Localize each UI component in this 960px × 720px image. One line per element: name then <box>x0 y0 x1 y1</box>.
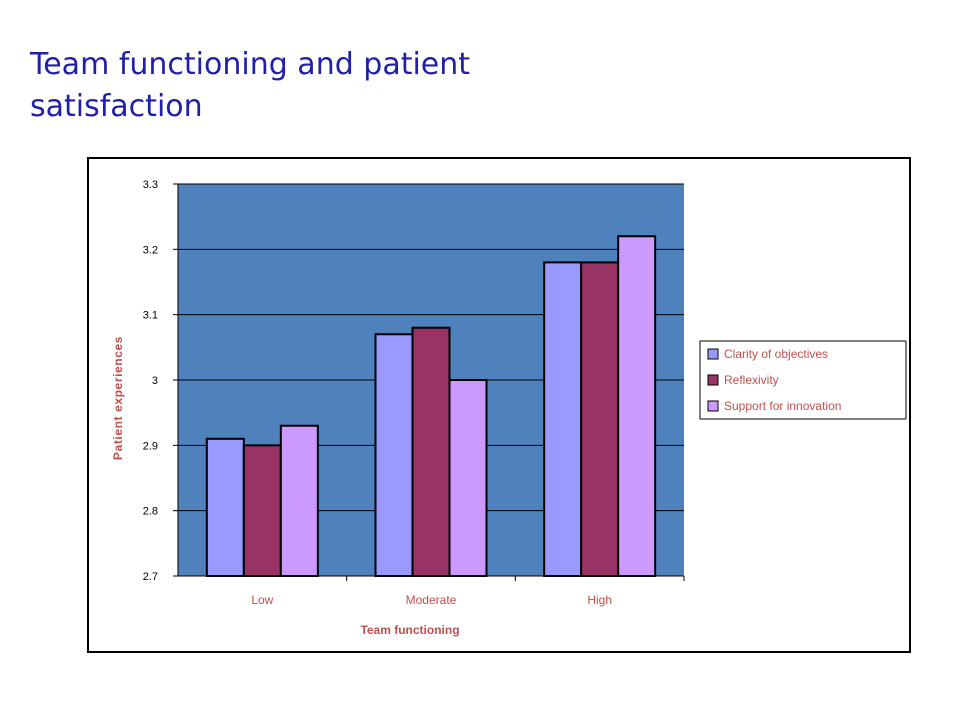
bar-low-support-for-innovation <box>279 424 319 577</box>
x-tick-label: Moderate <box>406 593 457 607</box>
y-tick-label: 3 <box>152 375 158 387</box>
slide-title: Team functioning and patient satisfactio… <box>30 47 471 124</box>
bar-moderate-clarity-of-objectives <box>374 333 414 577</box>
legend-swatch <box>707 400 719 412</box>
legend-label: Reflexivity <box>724 373 779 387</box>
y-tick-label: 3.2 <box>143 244 158 256</box>
legend-swatch <box>707 348 719 360</box>
legend-label: Support for innovation <box>724 399 841 413</box>
y-axis-title: Patient experiences <box>111 336 125 460</box>
legend: Clarity of objectives Reflexivity Support … <box>699 340 907 420</box>
x-tick-label: Low <box>251 593 273 607</box>
legend-swatch <box>707 374 719 386</box>
y-tick-label: 3.3 <box>143 179 158 191</box>
bar-low-clarity-of-objectives <box>205 437 245 577</box>
bar-high-reflexivity <box>580 261 620 577</box>
y-tick-label: 2.7 <box>143 571 158 583</box>
legend-label: Clarity of objectives <box>724 347 828 361</box>
bar-moderate-support-for-innovation <box>448 379 488 577</box>
bar-high-clarity-of-objectives <box>543 261 583 577</box>
x-tick-label: High <box>587 593 612 607</box>
bar-moderate-reflexivity <box>411 326 451 577</box>
y-tick-label: 2.8 <box>143 506 158 518</box>
legend-box <box>699 340 907 420</box>
bar-low-reflexivity <box>242 444 282 578</box>
bar-high-support-for-innovation <box>617 235 657 577</box>
x-axis-title: Team functioning <box>360 623 459 637</box>
y-tick-label: 3.1 <box>143 310 158 322</box>
y-tick-label: 2.9 <box>143 440 158 452</box>
